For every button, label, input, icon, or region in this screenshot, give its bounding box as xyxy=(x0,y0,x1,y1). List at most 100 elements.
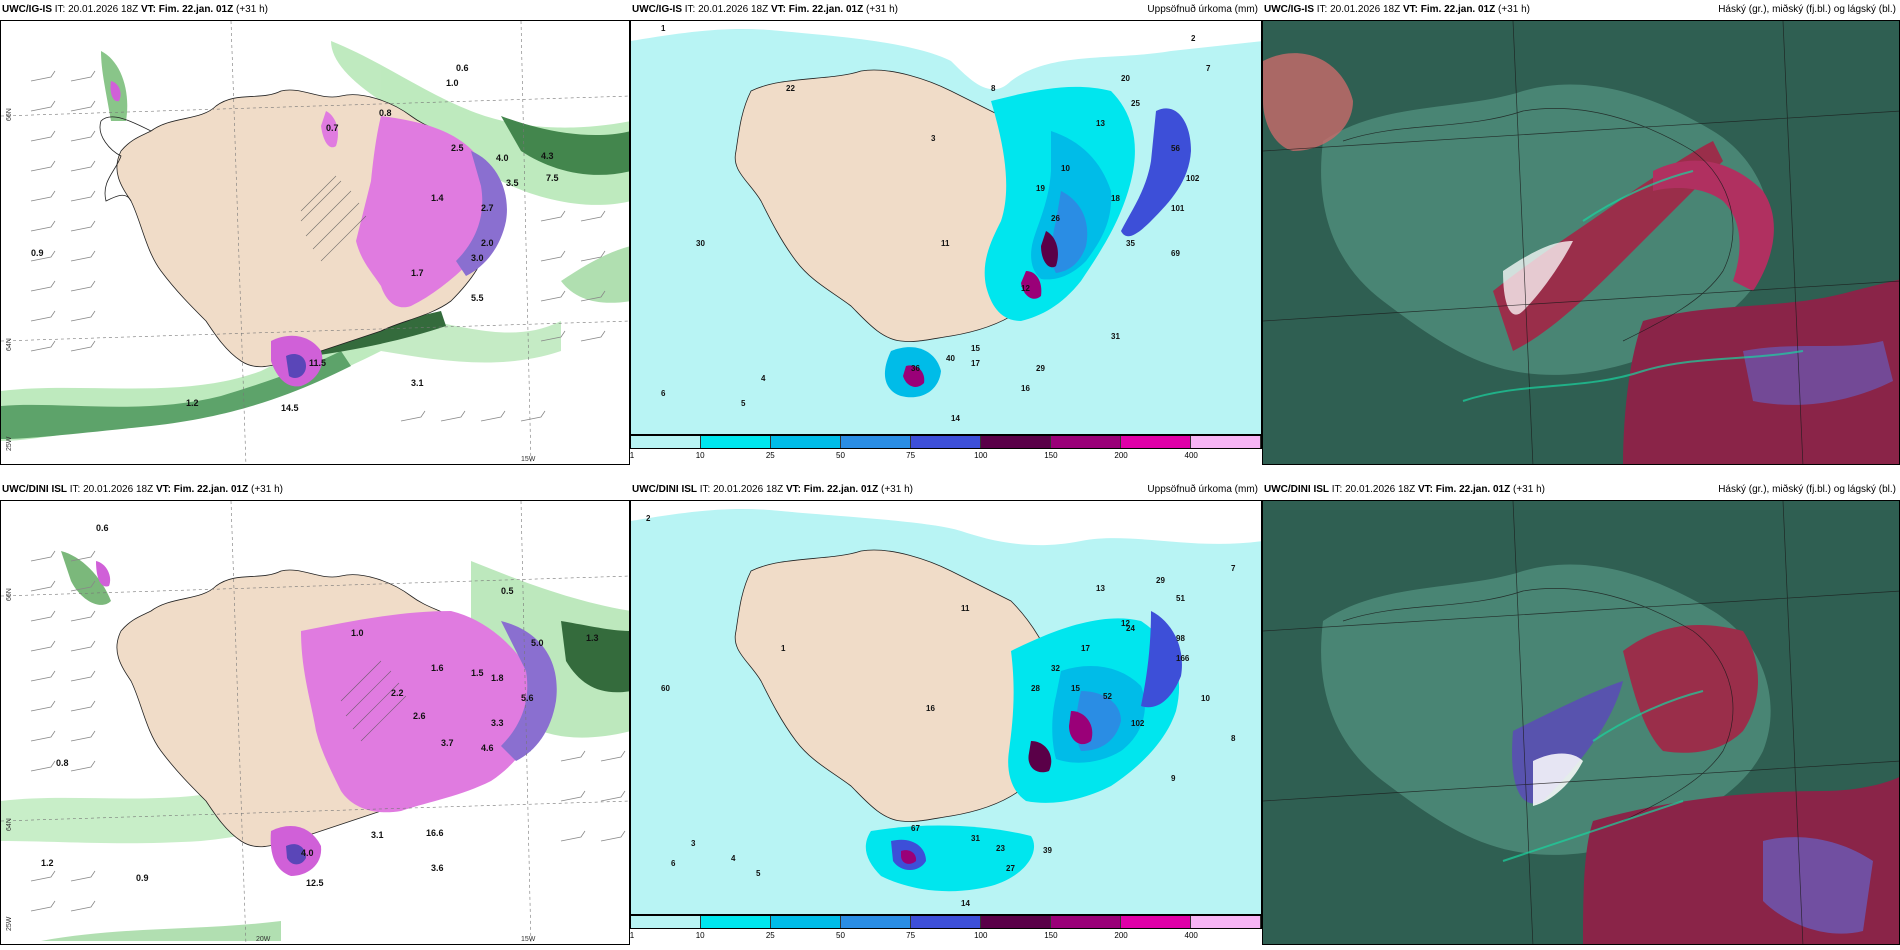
svg-text:20: 20 xyxy=(1121,74,1130,83)
lon-label-15w: 15W xyxy=(521,936,536,943)
snow-value: 16.6 xyxy=(426,828,444,838)
precip-colorbar: 1 10 25 50 75 100 150 200 400 xyxy=(630,435,1262,465)
lon-label-15w: 15W xyxy=(521,456,536,463)
snow-value: 0.9 xyxy=(31,248,44,258)
snow-value: 3.6 xyxy=(431,863,444,873)
svg-text:40: 40 xyxy=(946,354,955,363)
panel-header: UWC/DINI ISL IT: 20.01.2026 18Z VT: Fim.… xyxy=(1262,480,1900,500)
svg-text:7: 7 xyxy=(1231,564,1236,573)
hatched-area xyxy=(340,660,407,742)
snow-map: 66N 64N 25W 15W 0.6 1.0 0.7 0.8 0.9 1.2 … xyxy=(0,20,630,465)
svg-text:5: 5 xyxy=(756,869,761,878)
svg-text:4: 4 xyxy=(731,854,736,863)
panel-header: UWC/IG-IS IT: 20.01.2026 18Z VT: Fim. 22… xyxy=(630,0,1262,20)
snow-value: 0.9 xyxy=(136,873,149,883)
svg-text:2: 2 xyxy=(1191,34,1196,43)
hatched-area xyxy=(300,175,367,262)
svg-text:10: 10 xyxy=(1061,164,1070,173)
snow-map: 66N 64N 25W 20W 15W 0.5 0.6 0.8 0.9 1.0 … xyxy=(0,500,630,945)
lat-label-64n: 64N xyxy=(6,818,13,831)
cloud-title: Háský (gr.), miðský (fj.bl.) og lágský (… xyxy=(1718,4,1896,15)
svg-text:16: 16 xyxy=(1021,384,1030,393)
colorbar-ticks: 1 10 25 50 75 100 150 200 400 xyxy=(629,451,1198,460)
swatch xyxy=(981,436,1051,448)
precip-title: Uppsöfnuð úrkoma (mm) xyxy=(1147,484,1258,495)
svg-text:29: 29 xyxy=(1036,364,1045,373)
svg-text:60: 60 xyxy=(661,684,670,693)
svg-text:18: 18 xyxy=(1111,194,1120,203)
svg-text:12: 12 xyxy=(1021,284,1030,293)
svg-text:31: 31 xyxy=(971,834,980,843)
svg-text:51: 51 xyxy=(1176,594,1185,603)
snow-value: 0.6 xyxy=(96,523,109,533)
swatch xyxy=(911,916,981,928)
svg-text:10: 10 xyxy=(1201,694,1210,703)
precip-map-svg: 1 2 3 4 5 6 7 8 9 10 11 12 13 14 15 16 1… xyxy=(631,501,1261,914)
snow-value: 3.3 xyxy=(491,718,504,728)
lat-label-66n: 66N xyxy=(6,588,13,601)
lon-label-25w: 25W xyxy=(6,916,13,931)
svg-text:102: 102 xyxy=(1186,174,1200,183)
swatch xyxy=(911,436,981,448)
svg-text:101: 101 xyxy=(1171,204,1185,213)
swatch xyxy=(701,436,771,448)
snow-value: 2.0 xyxy=(481,238,494,248)
snow-accumulation xyxy=(96,561,557,876)
svg-text:36: 36 xyxy=(911,364,920,373)
svg-text:24: 24 xyxy=(1126,624,1135,633)
svg-text:52: 52 xyxy=(1103,692,1112,701)
svg-text:32: 32 xyxy=(1051,664,1060,673)
svg-text:35: 35 xyxy=(1126,239,1135,248)
colorbar-ticks: 1 10 25 50 75 100 150 200 400 xyxy=(629,931,1198,940)
swatch xyxy=(1051,916,1121,928)
precip-title: Uppsöfnuð úrkoma (mm) xyxy=(1147,4,1258,15)
svg-text:27: 27 xyxy=(1006,864,1015,873)
svg-text:14: 14 xyxy=(951,414,960,423)
swatch xyxy=(771,436,841,448)
swatch xyxy=(981,916,1051,928)
precip-map: 1 2 3 4 5 6 7 8 10 11 12 13 14 15 16 17 … xyxy=(630,20,1262,435)
svg-text:56: 56 xyxy=(1171,144,1180,153)
svg-text:6: 6 xyxy=(671,859,676,868)
svg-text:1: 1 xyxy=(781,644,786,653)
swatch xyxy=(841,916,911,928)
snow-value: 2.5 xyxy=(451,143,464,153)
snow-value: 2.7 xyxy=(481,203,494,213)
snow-value: 5.5 xyxy=(471,293,484,303)
snow-value: 4.3 xyxy=(541,151,554,161)
svg-text:22: 22 xyxy=(786,84,795,93)
lat-label-64n: 64N xyxy=(6,338,13,351)
svg-text:11: 11 xyxy=(961,604,970,613)
wind-barbs xyxy=(30,550,626,912)
svg-text:15: 15 xyxy=(1071,684,1080,693)
colorbar-swatches xyxy=(630,435,1262,449)
svg-text:102: 102 xyxy=(1131,719,1145,728)
snow-value: 1.3 xyxy=(586,633,599,643)
svg-text:23: 23 xyxy=(996,844,1005,853)
snow-value: 3.1 xyxy=(411,378,424,388)
swatch xyxy=(1191,916,1261,928)
svg-text:19: 19 xyxy=(1036,184,1045,193)
svg-text:9: 9 xyxy=(1171,774,1176,783)
cloud-map xyxy=(1262,500,1900,945)
snow-value: 0.8 xyxy=(56,758,69,768)
snow-panel-row2: UWC/DINI ISL IT: 20.01.2026 18Z VT: Fim.… xyxy=(0,480,630,950)
svg-text:26: 26 xyxy=(1051,214,1060,223)
svg-text:98: 98 xyxy=(1176,634,1185,643)
snow-value: 1.5 xyxy=(471,668,484,678)
snow-value: 12.5 xyxy=(306,878,324,888)
swatch xyxy=(1121,916,1191,928)
precip-map-svg: 1 2 3 4 5 6 7 8 10 11 12 13 14 15 16 17 … xyxy=(631,21,1261,434)
panel-header: UWC/DINI ISL IT: 20.01.2026 18Z VT: Fim.… xyxy=(630,480,1262,500)
snow-value: 1.4 xyxy=(431,193,444,203)
precip-panel-row1: UWC/IG-IS IT: 20.01.2026 18Z VT: Fim. 22… xyxy=(630,0,1262,465)
cloud-map-svg xyxy=(1263,21,1899,464)
snow-value: 3.7 xyxy=(441,738,454,748)
svg-text:15: 15 xyxy=(971,344,980,353)
snow-value: 5.0 xyxy=(531,638,544,648)
svg-text:3: 3 xyxy=(691,839,696,848)
snow-map-svg: 66N 64N 25W 15W 0.6 1.0 0.7 0.8 0.9 1.2 … xyxy=(1,21,629,464)
svg-text:25: 25 xyxy=(1131,99,1140,108)
snow-value: 1.6 xyxy=(431,663,444,673)
snow-value: 11.5 xyxy=(309,358,326,368)
